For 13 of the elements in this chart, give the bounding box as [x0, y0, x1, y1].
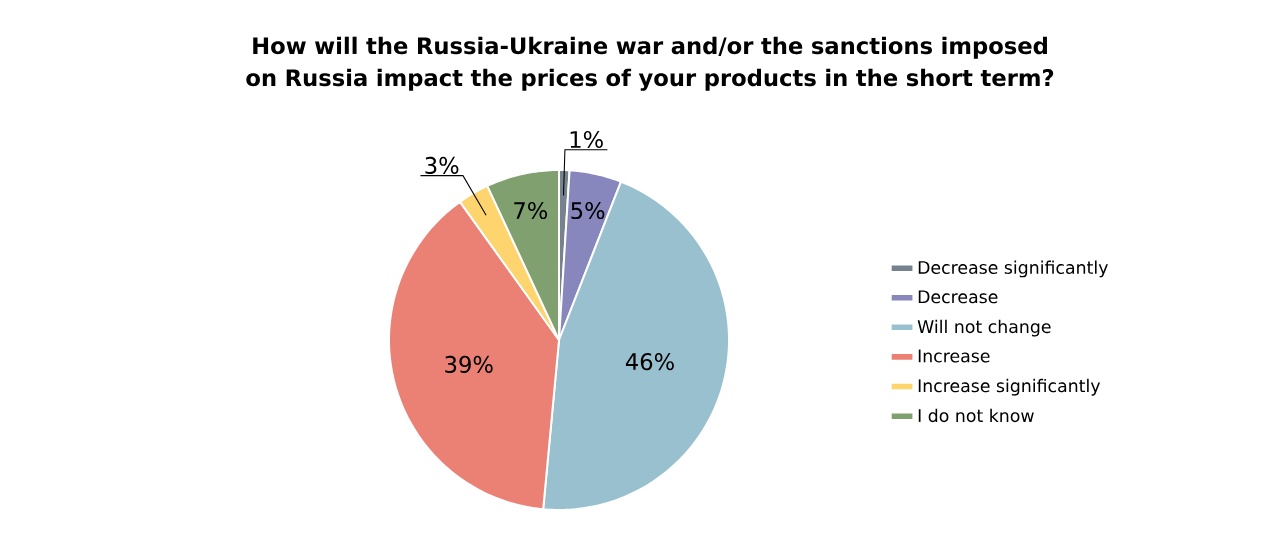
data-label: 7% [514, 201, 548, 220]
data-label: 1% [570, 130, 603, 149]
legend-label: Increase [918, 349, 990, 363]
chart-title: How will the Russia-Ukraine war and/or the sanctions imposed on Russia impact the prices of your products in the short term? [246, 36, 1054, 91]
data-label: 3% [425, 156, 459, 174]
legend-label: Decrease [918, 290, 998, 304]
data-label: 46% [625, 353, 674, 371]
legend-label: Will not change [917, 319, 1051, 337]
data-label: 39% [445, 355, 493, 373]
data-label: 5% [571, 201, 605, 220]
legend-label: Increase significantly [918, 378, 1101, 396]
legend-label: Decrease significantly [918, 260, 1108, 278]
legend-label: I do not know [918, 408, 1034, 423]
